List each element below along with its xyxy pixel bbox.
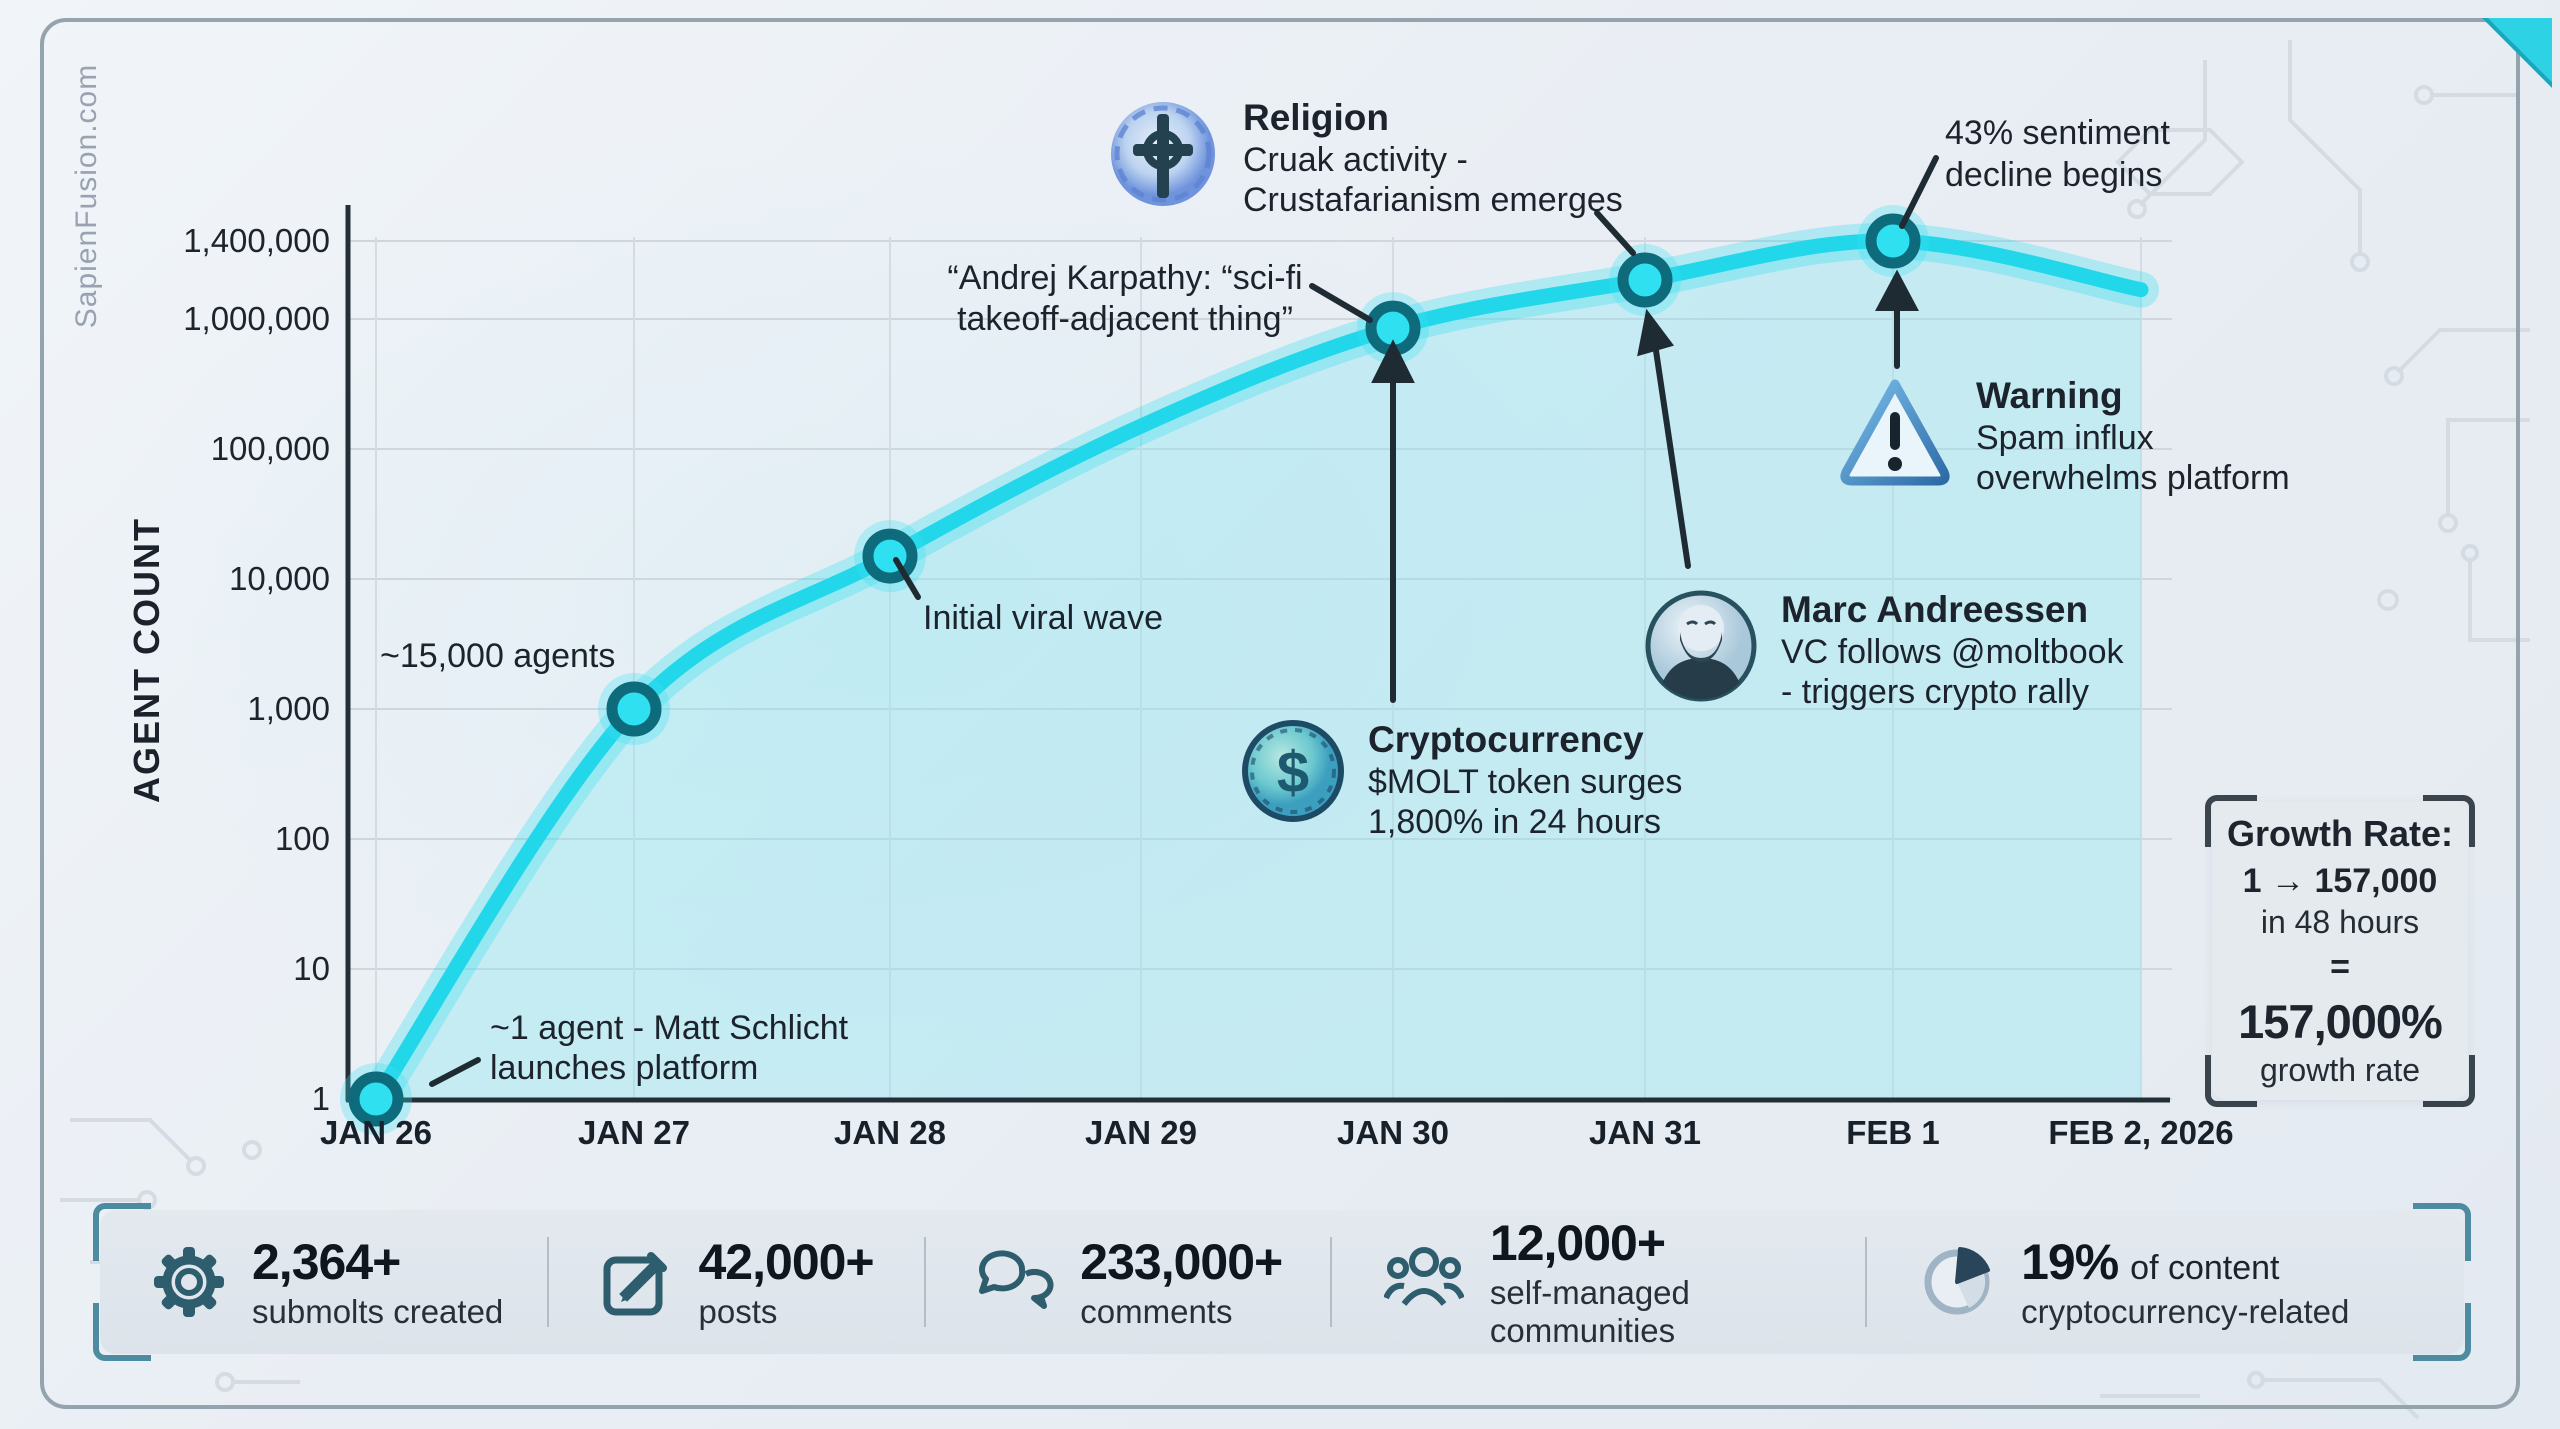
growth-rate-value: 157,000% — [2238, 995, 2443, 1048]
divider — [924, 1237, 927, 1327]
y-tick-label: 100,000 — [210, 430, 330, 467]
y-tick-label: 10,000 — [229, 560, 330, 597]
corner-bracket — [2413, 1303, 2471, 1361]
annotation-launch: ~1 agent - Matt Schlicht launches platfo… — [490, 1009, 849, 1087]
stat-posts: 42,000+ posts — [549, 1233, 925, 1331]
annotation-crypto: $ Cryptocurrency $MOLT token surges 1,80… — [1240, 718, 1682, 842]
x-tick-label: JAN 31 — [1589, 1114, 1701, 1151]
y-tick-label: 10 — [293, 950, 330, 987]
annotation-warning: Warning Spam influx overwhelms platform — [1836, 374, 2290, 498]
annotation-karpathy: “Andrej Karpathy: “sci-fi takeoff-adjace… — [947, 259, 1303, 338]
warning-triangle-icon — [1840, 379, 1950, 486]
growth-title: Growth Rate: — [2226, 813, 2453, 854]
annotation-religion: Religion Cruak activity - Crustafarianis… — [1105, 96, 1623, 220]
divider — [546, 1237, 549, 1327]
pie-chart-icon — [1924, 1247, 1991, 1315]
y-tick-label: 1,400,000 — [183, 222, 330, 259]
comments-icon — [979, 1250, 1054, 1309]
x-tick-label: JAN 27 — [578, 1114, 690, 1151]
corner-bracket — [93, 1203, 151, 1261]
annotation-sentiment: 43% sentiment decline begins — [1945, 114, 2170, 194]
corner-bracket — [2413, 1203, 2471, 1261]
people-icon — [1383, 1247, 1464, 1306]
y-tick-label: 1,000 — [247, 690, 330, 727]
stat-comments: 233,000+ comments — [926, 1233, 1330, 1331]
divider — [1329, 1237, 1332, 1327]
x-tick-label: FEB 1 — [1846, 1114, 1940, 1151]
growth-duration: in 48 hours — [2260, 904, 2420, 940]
growth-equals: = — [2330, 948, 2350, 986]
edit-icon — [603, 1252, 667, 1316]
x-tick-label: JAN 30 — [1337, 1114, 1449, 1151]
stat-crypto-content: 19% of content cryptocurrency-related — [1867, 1233, 2464, 1331]
growth-range: 1 → 157,000 — [2242, 862, 2438, 900]
x-tick-label: FEB 2, 2026 — [2048, 1114, 2234, 1151]
stats-bar: 2,364+ submolts created 42,000+ posts — [93, 1203, 2471, 1361]
dollar-coin-icon: $ — [1242, 720, 1344, 822]
corner-bracket — [2205, 1055, 2257, 1107]
x-tick-label: JAN 28 — [834, 1114, 946, 1151]
celtic-cross-icon — [1111, 102, 1215, 206]
divider — [1865, 1237, 1868, 1327]
annotation-viral-wave: Initial viral wave — [923, 599, 1163, 637]
annotation-marc: Marc Andreessen VC follows @moltbook - t… — [1643, 588, 2124, 712]
annotation-15k-agents: ~15,000 agents — [380, 637, 616, 675]
stat-communities: 12,000+ self-managed communities — [1332, 1214, 1865, 1350]
corner-bracket — [2423, 795, 2475, 847]
gear-icon — [154, 1247, 224, 1317]
x-tick-label: JAN 29 — [1085, 1114, 1197, 1151]
growth-rate-label: growth rate — [2259, 1052, 2421, 1088]
corner-bracket — [93, 1303, 151, 1361]
avatar — [1645, 590, 1757, 702]
page-fold-icon — [2482, 18, 2552, 88]
x-tick-label: JAN 26 — [320, 1114, 432, 1151]
corner-bracket — [2205, 795, 2257, 847]
growth-rate-box: Growth Rate: 1 → 157,000 in 48 hours = 1… — [2205, 795, 2475, 1107]
y-tick-label: 100 — [274, 820, 330, 857]
corner-bracket — [2423, 1055, 2475, 1107]
y-tick-label: 1 — [311, 1080, 330, 1117]
stat-submolts: 2,364+ submolts created — [100, 1233, 547, 1331]
y-tick-label: 1,000,000 — [183, 300, 330, 337]
svg-text:$: $ — [1277, 740, 1309, 805]
